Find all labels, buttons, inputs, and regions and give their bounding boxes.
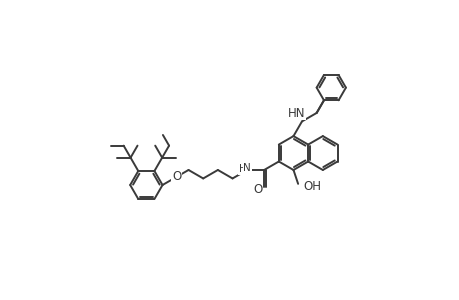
Text: HN: HN	[287, 107, 305, 120]
Text: H: H	[238, 164, 246, 174]
Text: O: O	[172, 170, 181, 183]
Text: O: O	[253, 183, 262, 196]
Text: OH: OH	[303, 180, 321, 193]
Text: N: N	[243, 163, 251, 173]
